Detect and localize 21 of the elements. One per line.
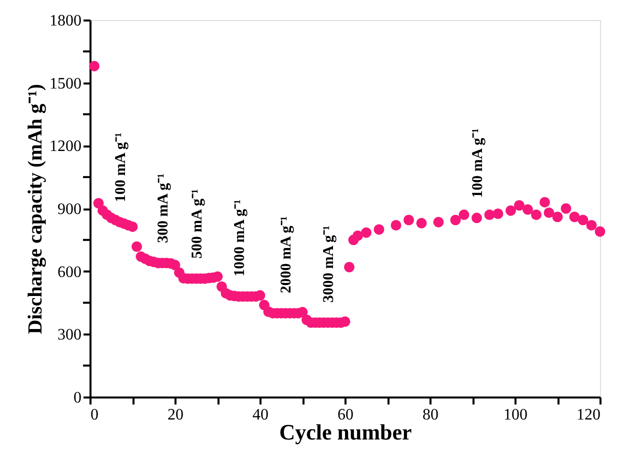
y-tick-label: 1200 — [50, 138, 82, 156]
y-tick-label: 600 — [58, 264, 82, 281]
annotation: 1000 mA g⁻¹ — [232, 199, 248, 276]
x-tick-label: 20 — [168, 406, 184, 424]
x-tick-label: 100 — [504, 406, 528, 424]
y-tick-label: 300 — [58, 326, 82, 344]
y-tick-label: 900 — [58, 201, 82, 218]
y-tick-label: 0 — [74, 390, 82, 406]
annotation: 500 mA g⁻¹ — [189, 189, 206, 259]
y-axis-title: Discharge capacity (mAh g⁻¹) — [24, 84, 46, 334]
y-tick-label: 1500 — [50, 75, 82, 92]
annotation: 100 mA g⁻¹ — [112, 132, 129, 202]
x-tick-label: 120 — [576, 406, 600, 424]
annotation: 2000 mA g⁻¹ — [278, 216, 294, 294]
x-tick-label: 0 — [90, 406, 98, 424]
x-tick-label: 80 — [422, 406, 438, 424]
annotation: 300 mA g⁻¹ — [155, 173, 172, 243]
annotation: 3000 mA g⁻¹ — [321, 226, 337, 303]
x-tick-label: 40 — [252, 406, 268, 424]
annotation: 100 mA g⁻¹ — [470, 128, 486, 198]
y-tick-label: 1800 — [50, 12, 82, 30]
